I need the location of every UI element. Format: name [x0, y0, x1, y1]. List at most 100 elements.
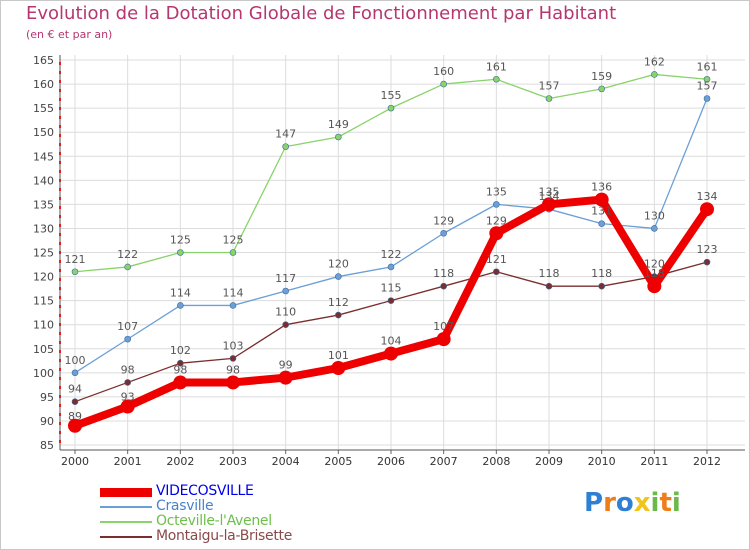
data-point-videcosville[interactable] [542, 197, 556, 212]
data-point-videcosville[interactable] [489, 226, 504, 241]
legend-label-videcosville: VIDECOSVILLE [156, 483, 254, 499]
data-point-videcosville[interactable] [278, 370, 293, 385]
x-tick-label: 2004 [272, 455, 300, 468]
y-tick-label: 90 [40, 415, 54, 428]
data-label-montaigu-la-brisette: 103 [223, 339, 244, 352]
data-point-montaigu-la-brisette[interactable] [703, 258, 711, 266]
data-label-octeville-l-avenel: 149 [328, 118, 349, 131]
y-tick-label: 125 [33, 247, 54, 260]
data-point-montaigu-la-brisette[interactable] [124, 379, 131, 386]
data-point-montaigu-la-brisette[interactable] [493, 268, 500, 276]
data-point-octeville-l-avenel[interactable] [229, 249, 237, 256]
data-point-montaigu-la-brisette[interactable] [387, 297, 395, 304]
data-label-videcosville: 134 [697, 190, 718, 203]
data-label-montaigu-la-brisette: 110 [275, 306, 296, 319]
data-point-videcosville[interactable] [700, 202, 714, 217]
data-point-crasville[interactable] [282, 287, 289, 295]
data-point-montaigu-la-brisette[interactable] [282, 321, 289, 328]
data-point-crasville[interactable] [598, 220, 605, 227]
y-tick-label: 110 [33, 319, 54, 332]
y-tick-label: 135 [33, 198, 54, 211]
data-label-octeville-l-avenel: 155 [381, 89, 402, 102]
legend: VIDECOSVILLE Crasville Octeville-l'Avene… [100, 484, 360, 544]
data-label-montaigu-la-brisette: 118 [591, 267, 612, 280]
data-point-octeville-l-avenel[interactable] [545, 95, 553, 102]
data-label-crasville: 107 [117, 320, 138, 333]
legend-item-montaigu[interactable]: Montaigu-la-Brisette [100, 529, 360, 544]
legend-label-crasville: Crasville [156, 498, 214, 514]
data-point-videcosville[interactable] [68, 418, 82, 433]
y-tick-label: 150 [33, 126, 54, 139]
x-tick-label: 2001 [114, 455, 142, 468]
data-point-octeville-l-avenel[interactable] [124, 263, 131, 271]
y-tick-label: 145 [33, 150, 54, 163]
legend-item-crasville[interactable]: Crasville [100, 499, 360, 514]
data-point-crasville[interactable] [493, 201, 500, 208]
y-tick-label: 95 [40, 391, 54, 404]
data-point-videcosville[interactable] [436, 332, 451, 347]
data-point-crasville[interactable] [703, 95, 711, 102]
data-label-videcosville: 89 [68, 410, 82, 423]
y-tick-label: 100 [33, 367, 54, 380]
axes: 85 90 95 100 105 110 115 120 125 130 135 140 145 150 1… [33, 54, 745, 468]
data-label-videcosville: 118 [644, 267, 665, 280]
data-point-videcosville[interactable] [384, 346, 398, 361]
data-point-octeville-l-avenel[interactable] [177, 249, 184, 256]
data-label-montaigu-la-brisette: 123 [697, 243, 718, 256]
legend-item-octeville[interactable]: Octeville-l'Avenel [100, 514, 360, 529]
data-label-crasville: 157 [697, 80, 718, 93]
data-point-videcosville[interactable] [647, 279, 662, 294]
data-point-crasville[interactable] [71, 369, 79, 377]
x-tick-label: 2012 [693, 455, 721, 468]
data-point-montaigu-la-brisette[interactable] [545, 282, 553, 290]
grid-lines [60, 55, 745, 450]
y-tick-label: 120 [33, 271, 54, 284]
data-point-montaigu-la-brisette[interactable] [229, 355, 237, 362]
data-labels: 89 93 98 98 99 101 104 107 129 135 136 118 134 100 107… [65, 55, 718, 422]
data-label-videcosville: 93 [121, 391, 135, 404]
y-tick-label: 130 [33, 222, 54, 235]
data-point-montaigu-la-brisette[interactable] [71, 398, 79, 405]
data-point-videcosville[interactable] [173, 375, 188, 390]
data-point-videcosville[interactable] [120, 399, 135, 414]
legend-item-videcosville[interactable]: VIDECOSVILLE [100, 484, 360, 499]
data-point-octeville-l-avenel[interactable] [387, 104, 395, 112]
data-label-videcosville: 135 [539, 185, 560, 198]
data-label-octeville-l-avenel: 161 [697, 60, 718, 73]
data-point-montaigu-la-brisette[interactable] [598, 282, 605, 290]
y-tick-label: 155 [33, 102, 54, 115]
data-point-crasville[interactable] [177, 302, 184, 309]
data-point-crasville[interactable] [387, 263, 395, 271]
data-label-montaigu-la-brisette: 118 [433, 267, 454, 280]
x-tick-label: 2006 [377, 455, 405, 468]
data-point-montaigu-la-brisette[interactable] [177, 359, 184, 367]
data-point-octeville-l-avenel[interactable] [440, 80, 447, 88]
x-tick-label: 2005 [324, 455, 352, 468]
data-point-montaigu-la-brisette[interactable] [440, 282, 447, 290]
data-point-octeville-l-avenel[interactable] [651, 71, 658, 78]
data-point-octeville-l-avenel[interactable] [493, 75, 500, 83]
data-label-videcosville: 98 [173, 363, 187, 376]
y-tick-label: 160 [33, 78, 54, 91]
data-point-crasville[interactable] [440, 229, 447, 237]
data-point-octeville-l-avenel[interactable] [335, 133, 342, 141]
x-tick-label: 2002 [166, 455, 194, 468]
data-point-montaigu-la-brisette[interactable] [335, 311, 342, 319]
data-point-crasville[interactable] [229, 302, 237, 309]
data-point-octeville-l-avenel[interactable] [703, 75, 711, 83]
data-point-octeville-l-avenel[interactable] [71, 268, 79, 276]
data-label-octeville-l-avenel: 147 [275, 128, 296, 141]
data-point-videcosville[interactable] [226, 375, 240, 390]
data-point-videcosville[interactable] [331, 361, 346, 375]
data-point-crasville[interactable] [335, 273, 342, 280]
legend-label-octeville: Octeville-l'Avenel [156, 513, 272, 529]
data-label-crasville: 100 [65, 354, 86, 367]
data-point-octeville-l-avenel[interactable] [598, 85, 605, 93]
data-point-videcosville[interactable] [594, 192, 609, 207]
data-point-octeville-l-avenel[interactable] [282, 143, 289, 150]
data-label-octeville-l-avenel: 157 [539, 80, 560, 93]
data-point-crasville[interactable] [124, 335, 131, 343]
series-lines [68, 71, 714, 433]
data-point-crasville[interactable] [651, 225, 658, 232]
x-tick-label: 2000 [61, 455, 89, 468]
